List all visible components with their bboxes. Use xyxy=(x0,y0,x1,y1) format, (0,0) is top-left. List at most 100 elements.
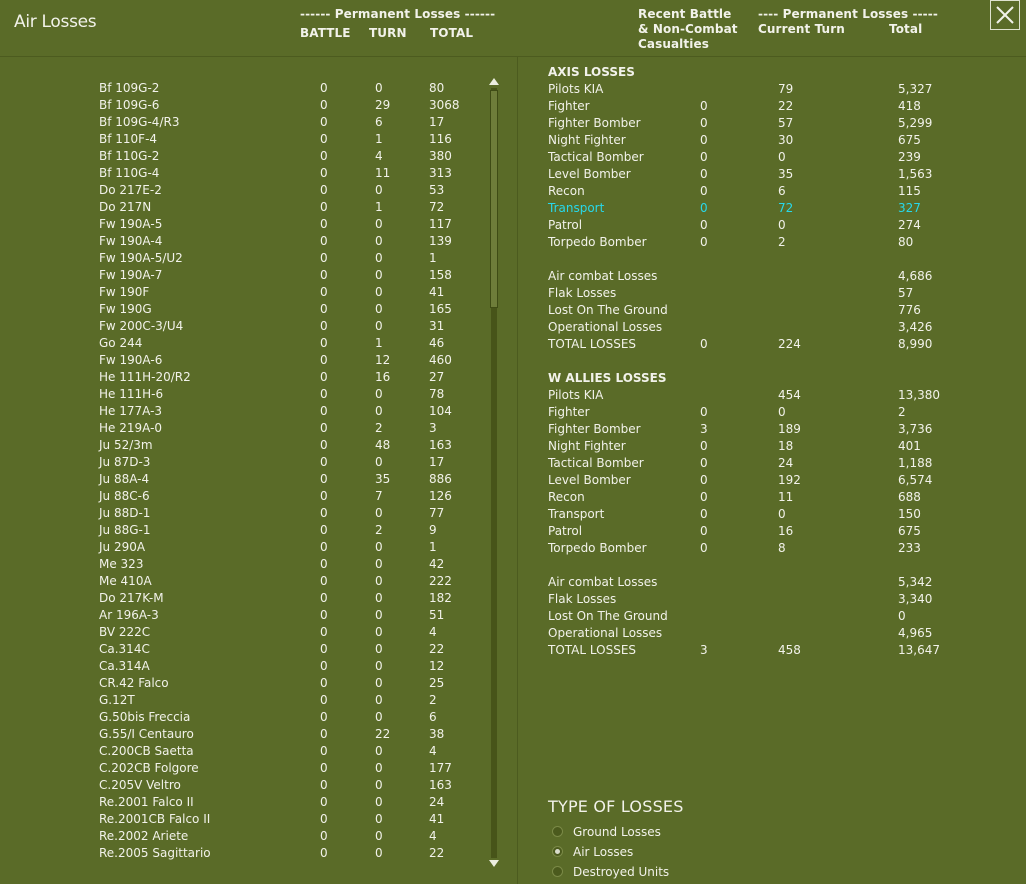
aircraft-total-losses: 4 xyxy=(429,744,437,758)
aircraft-row[interactable]: Re.2002 Ariete 0 0 4 xyxy=(0,828,486,845)
scrollbar-track[interactable] xyxy=(491,88,497,858)
aircraft-name: Bf 109G-2 xyxy=(99,81,160,95)
aircraft-row[interactable]: Bf 109G-2 0 0 80 xyxy=(0,80,486,97)
scroll-down-arrow-icon[interactable] xyxy=(489,860,499,867)
loss-type-label: Ground Losses xyxy=(573,825,661,839)
aircraft-row[interactable]: G.50bis Freccia 0 0 6 xyxy=(0,709,486,726)
aircraft-row[interactable]: Ju 88G-1 0 2 9 xyxy=(0,522,486,539)
aircraft-row[interactable]: Ca.314A 0 0 12 xyxy=(0,658,486,675)
aircraft-row[interactable]: Ju 52/3m 0 48 163 xyxy=(0,437,486,454)
aircraft-name: Bf 110G-4 xyxy=(99,166,160,180)
aircraft-row[interactable]: Bf 110F-4 0 1 116 xyxy=(0,131,486,148)
aircraft-row[interactable]: Fw 200C-3/U4 0 0 31 xyxy=(0,318,486,335)
aircraft-row[interactable]: Re.2005 Sagittario 0 0 22 xyxy=(0,845,486,862)
loss-row: Transport 0 0 150 xyxy=(548,506,1018,523)
aircraft-battle-losses: 0 xyxy=(320,149,328,163)
aircraft-row[interactable]: Bf 110G-4 0 11 313 xyxy=(0,165,486,182)
summary-label: TOTAL LOSSES xyxy=(548,643,637,657)
aircraft-row[interactable]: Fw 190A-4 0 0 139 xyxy=(0,233,486,250)
aircraft-row[interactable]: He 219A-0 0 2 3 xyxy=(0,420,486,437)
loss-category: Torpedo Bomber xyxy=(548,541,647,555)
aircraft-battle-losses: 0 xyxy=(320,166,328,180)
aircraft-battle-losses: 0 xyxy=(320,370,328,384)
aircraft-row[interactable]: Ju 290A 0 0 1 xyxy=(0,539,486,556)
total-column-header: TOTAL xyxy=(430,26,474,40)
recent-battle-header-line3: Casualties xyxy=(638,37,709,51)
aircraft-battle-losses: 0 xyxy=(320,472,328,486)
aircraft-total-losses: 53 xyxy=(429,183,445,197)
aircraft-turn-losses: 0 xyxy=(375,812,383,826)
aircraft-row[interactable]: Me 323 0 0 42 xyxy=(0,556,486,573)
aircraft-row[interactable]: Fw 190A-6 0 12 460 xyxy=(0,352,486,369)
aircraft-row[interactable]: Bf 110G-2 0 4 380 xyxy=(0,148,486,165)
aircraft-total-losses: 2 xyxy=(429,693,437,707)
aircraft-name: Bf 110F-4 xyxy=(99,132,158,146)
aircraft-row[interactable]: Ju 88C-6 0 7 126 xyxy=(0,488,486,505)
radio-button-icon[interactable] xyxy=(552,866,563,877)
aircraft-row[interactable]: CR.42 Falco 0 0 25 xyxy=(0,675,486,692)
aircraft-battle-losses: 0 xyxy=(320,336,328,350)
loss-category: Fighter Bomber xyxy=(548,422,641,436)
radio-button-icon[interactable] xyxy=(552,826,563,837)
aircraft-name: C.202CB Folgore xyxy=(99,761,199,775)
aircraft-row[interactable]: He 177A-3 0 0 104 xyxy=(0,403,486,420)
close-button[interactable] xyxy=(990,0,1020,30)
radio-button-icon[interactable] xyxy=(552,846,563,857)
aircraft-row[interactable]: C.202CB Folgore 0 0 177 xyxy=(0,760,486,777)
aircraft-row[interactable]: Do 217N 0 1 72 xyxy=(0,199,486,216)
aircraft-row[interactable]: Fw 190A-7 0 0 158 xyxy=(0,267,486,284)
aircraft-row[interactable]: Go 244 0 1 46 xyxy=(0,335,486,352)
aircraft-row[interactable]: Do 217E-2 0 0 53 xyxy=(0,182,486,199)
aircraft-row[interactable]: C.200CB Saetta 0 0 4 xyxy=(0,743,486,760)
aircraft-row[interactable]: Re.2001 Falco II 0 0 24 xyxy=(0,794,486,811)
right-permanent-losses-header: ---- Permanent Losses ----- xyxy=(758,7,938,21)
aircraft-list-scrollbar[interactable] xyxy=(488,76,500,870)
aircraft-row[interactable]: Bf 109G-4/R3 0 6 17 xyxy=(0,114,486,131)
total-losses: 401 xyxy=(898,439,921,453)
aircraft-total-losses: 78 xyxy=(429,387,445,401)
aircraft-name: G.50bis Freccia xyxy=(99,710,191,724)
aircraft-battle-losses: 0 xyxy=(320,693,328,707)
aircraft-row[interactable]: Ju 87D-3 0 0 17 xyxy=(0,454,486,471)
summary-turn: 224 xyxy=(778,337,801,351)
current-turn-losses: 189 xyxy=(778,422,801,436)
aircraft-total-losses: 117 xyxy=(429,217,452,231)
aircraft-row[interactable]: Ar 196A-3 0 0 51 xyxy=(0,607,486,624)
aircraft-turn-losses: 1 xyxy=(375,132,383,146)
total-column-header-right: Total xyxy=(889,22,923,36)
aircraft-name: He 177A-3 xyxy=(99,404,163,418)
summary-total: 8,990 xyxy=(898,337,933,351)
aircraft-row[interactable]: Fw 190A-5 0 0 117 xyxy=(0,216,486,233)
aircraft-row[interactable]: G.55/I Centauro 0 22 38 xyxy=(0,726,486,743)
aircraft-turn-losses: 1 xyxy=(375,200,383,214)
aircraft-row[interactable]: Ca.314C 0 0 22 xyxy=(0,641,486,658)
aircraft-row[interactable]: Me 410A 0 0 222 xyxy=(0,573,486,590)
aircraft-row[interactable]: He 111H-6 0 0 78 xyxy=(0,386,486,403)
recent-casualties: 0 xyxy=(700,167,708,181)
aircraft-turn-losses: 35 xyxy=(375,472,391,486)
aircraft-row[interactable]: He 111H-20/R2 0 16 27 xyxy=(0,369,486,386)
aircraft-row[interactable]: Ju 88D-1 0 0 77 xyxy=(0,505,486,522)
aircraft-row[interactable]: Bf 109G-6 0 29 3068 xyxy=(0,97,486,114)
summary-label: Lost On The Ground xyxy=(548,303,668,317)
scroll-up-arrow-icon[interactable] xyxy=(489,78,499,85)
close-icon xyxy=(996,6,1014,24)
aircraft-row[interactable]: Ju 88A-4 0 35 886 xyxy=(0,471,486,488)
aircraft-row[interactable]: C.205V Veltro 0 0 163 xyxy=(0,777,486,794)
scrollbar-thumb[interactable] xyxy=(490,90,498,308)
aircraft-row[interactable]: Fw 190F 0 0 41 xyxy=(0,284,486,301)
total-losses: 274 xyxy=(898,218,921,232)
aircraft-row[interactable]: G.12T 0 0 2 xyxy=(0,692,486,709)
aircraft-row[interactable]: Re.2001CB Falco II 0 0 41 xyxy=(0,811,486,828)
aircraft-row[interactable]: Do 217K-M 0 0 182 xyxy=(0,590,486,607)
loss-row: Night Fighter 0 18 401 xyxy=(548,438,1018,455)
aircraft-name: Bf 109G-4/R3 xyxy=(99,115,180,129)
aircraft-row[interactable]: BV 222C 0 0 4 xyxy=(0,624,486,641)
aircraft-row[interactable]: Fw 190A-5/U2 0 0 1 xyxy=(0,250,486,267)
aircraft-turn-losses: 2 xyxy=(375,421,383,435)
summary-row: TOTAL LOSSES 0 224 8,990 xyxy=(548,336,1018,353)
aircraft-row[interactable]: Fw 190G 0 0 165 xyxy=(0,301,486,318)
total-losses: 3,736 xyxy=(898,422,933,436)
aircraft-loss-list[interactable]: Bf 109G-2 0 0 80 Bf 109G-6 0 29 3068 Bf 109G-4/R… xyxy=(0,80,486,868)
aircraft-turn-losses: 0 xyxy=(375,81,383,95)
